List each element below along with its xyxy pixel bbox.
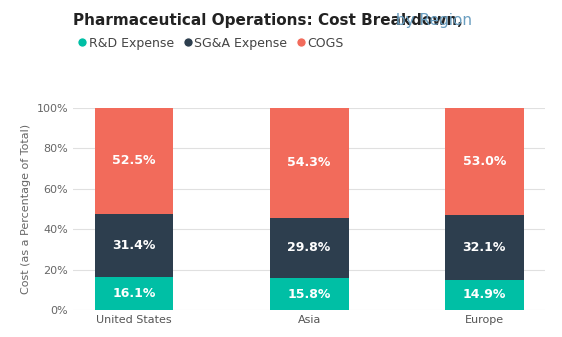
Bar: [270, 108, 348, 218]
Text: 14.9%: 14.9%: [463, 288, 506, 302]
Text: 32.1%: 32.1%: [463, 241, 506, 254]
Text: by Region: by Region: [391, 13, 472, 29]
Bar: [445, 108, 524, 215]
Y-axis label: Cost (as a Percentage of Total): Cost (as a Percentage of Total): [21, 124, 31, 294]
Bar: [94, 214, 173, 277]
Text: 52.5%: 52.5%: [112, 154, 156, 167]
Text: 16.1%: 16.1%: [112, 287, 156, 300]
Bar: [94, 108, 173, 214]
Text: Pharmaceutical Operations: Cost Breakdown,: Pharmaceutical Operations: Cost Breakdow…: [73, 13, 463, 29]
Bar: [270, 278, 348, 310]
Text: 15.8%: 15.8%: [287, 287, 331, 301]
Text: 31.4%: 31.4%: [112, 239, 156, 252]
Legend: R&D Expense, SG&A Expense, COGS: R&D Expense, SG&A Expense, COGS: [79, 37, 344, 50]
Text: 53.0%: 53.0%: [463, 155, 506, 168]
Bar: [94, 277, 173, 310]
Text: 54.3%: 54.3%: [287, 156, 331, 170]
Bar: [445, 280, 524, 310]
Bar: [270, 218, 348, 278]
Bar: [445, 215, 524, 280]
Text: 29.8%: 29.8%: [288, 242, 330, 254]
